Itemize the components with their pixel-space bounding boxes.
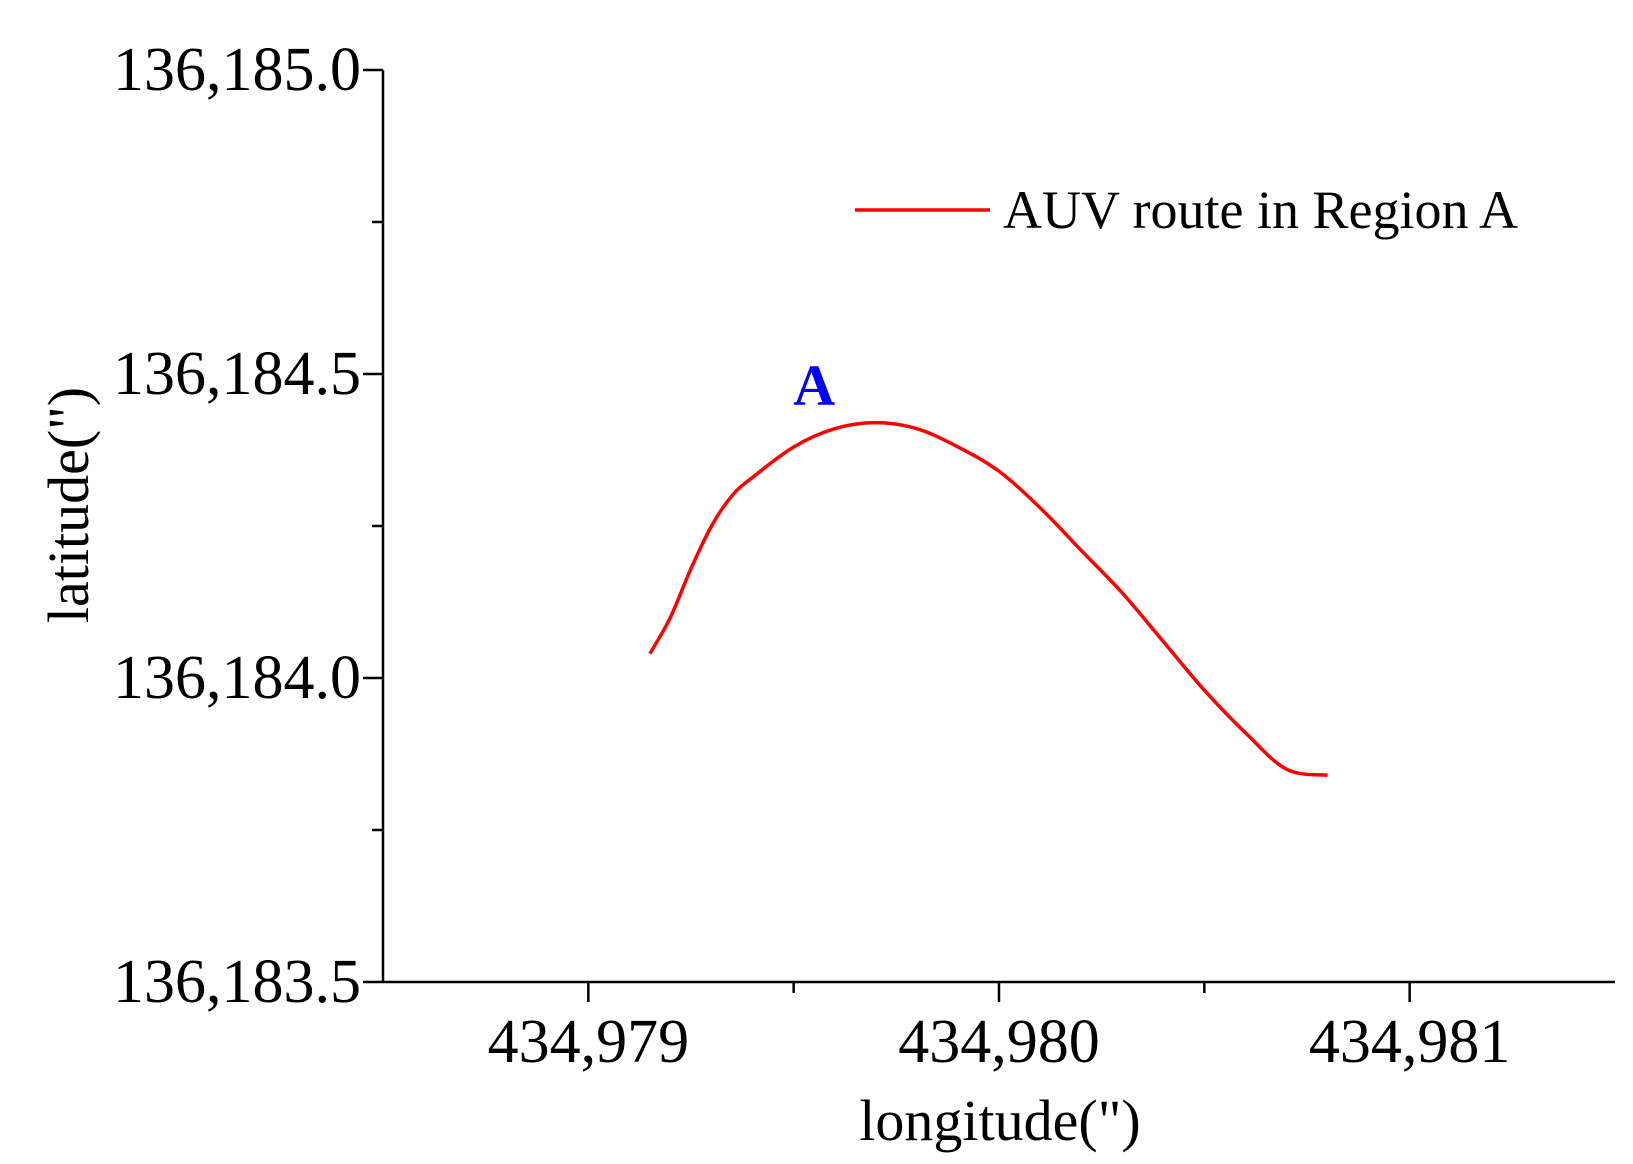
legend-label: AUV route in Region A xyxy=(1003,180,1518,240)
series: A xyxy=(648,352,1328,778)
x-tick-label: 434,980 xyxy=(898,1008,1100,1076)
y-tick-label: 136,184.5 xyxy=(113,340,361,408)
series-line xyxy=(648,420,1328,778)
x-tick-label: 434,979 xyxy=(488,1008,690,1076)
x-axis-label: longitude(") xyxy=(859,1088,1140,1153)
y-tick-label: 136,184.0 xyxy=(113,644,361,712)
y-tick-label: 136,185.0 xyxy=(113,36,361,104)
y-axis-label: latitude(") xyxy=(36,387,101,623)
y-tick-label: 136,183.5 xyxy=(113,948,361,1016)
annotation-label: A xyxy=(793,352,835,417)
legend: AUV route in Region A xyxy=(855,180,1518,240)
ticks: 136,183.5 136,184.0 136,184.5 136,185.0 434,… xyxy=(113,36,1510,1076)
x-tick-label: 434,981 xyxy=(1309,1008,1511,1076)
